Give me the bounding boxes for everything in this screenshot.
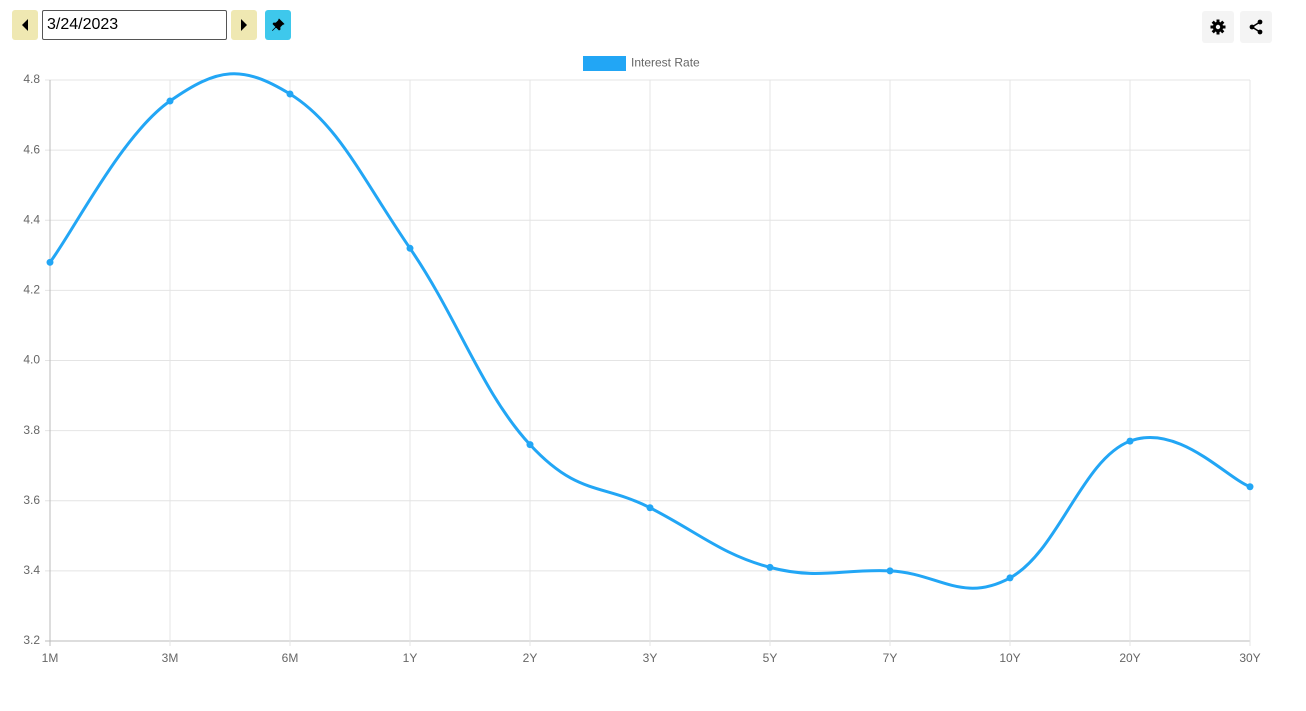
data-point xyxy=(406,244,414,252)
x-tick-label: 3M xyxy=(162,651,179,665)
x-tick-label: 7Y xyxy=(883,651,898,665)
data-point xyxy=(886,567,894,575)
data-point xyxy=(646,504,654,512)
data-point xyxy=(766,563,774,571)
pin-icon xyxy=(272,18,285,31)
x-tick-label: 30Y xyxy=(1239,651,1260,665)
left-arrow-icon xyxy=(22,19,28,31)
data-point xyxy=(46,258,54,266)
y-tick-label: 3.6 xyxy=(23,493,40,507)
x-tick-label: 20Y xyxy=(1119,651,1140,665)
y-tick-label: 3.2 xyxy=(23,633,40,647)
x-tick-label: 1M xyxy=(42,651,59,665)
x-tick-label: 3Y xyxy=(643,651,658,665)
legend-label: Interest Rate xyxy=(631,56,700,70)
data-point xyxy=(1006,574,1014,582)
data-point xyxy=(1126,437,1134,445)
share-icon xyxy=(1249,19,1263,35)
previous-date-button[interactable] xyxy=(12,10,38,40)
data-point xyxy=(526,441,534,449)
date-input[interactable]: 3/24/2023 xyxy=(42,10,227,40)
settings-button[interactable] xyxy=(1202,11,1234,43)
data-point xyxy=(286,90,294,98)
y-tick-label: 4.4 xyxy=(23,212,40,226)
x-tick-label: 5Y xyxy=(763,651,778,665)
x-tick-label: 1Y xyxy=(403,651,418,665)
right-arrow-icon xyxy=(241,19,247,31)
x-tick-label: 2Y xyxy=(523,651,538,665)
y-tick-label: 4.8 xyxy=(23,72,40,86)
gear-icon xyxy=(1210,19,1226,35)
x-tick-label: 6M xyxy=(282,651,299,665)
pin-button[interactable] xyxy=(265,10,291,40)
y-tick-label: 4.6 xyxy=(23,142,40,156)
y-tick-label: 3.4 xyxy=(23,563,40,577)
next-date-button[interactable] xyxy=(231,10,257,40)
y-tick-label: 4.2 xyxy=(23,283,40,297)
data-point xyxy=(1246,483,1254,491)
data-point xyxy=(166,97,174,105)
y-tick-label: 4.0 xyxy=(23,353,40,367)
legend-swatch xyxy=(583,56,626,71)
y-tick-label: 3.8 xyxy=(23,423,40,437)
series-line xyxy=(48,72,1251,590)
x-tick-label: 10Y xyxy=(999,651,1020,665)
share-button[interactable] xyxy=(1240,11,1272,43)
